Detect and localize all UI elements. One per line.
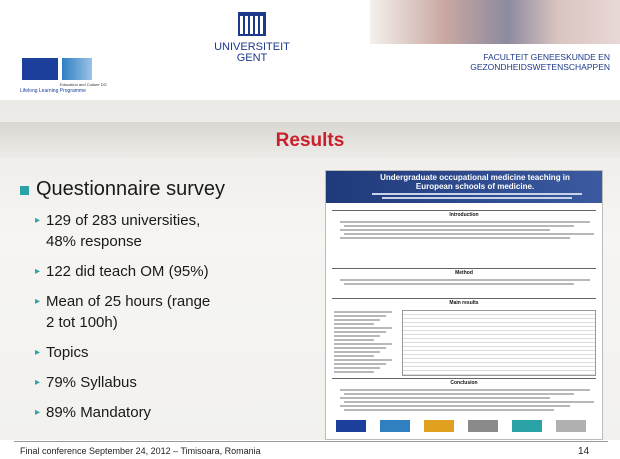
poster-logo <box>468 420 498 432</box>
poster-text <box>344 409 554 411</box>
poster-text <box>334 347 386 349</box>
sub-bullet: Topics <box>46 344 89 361</box>
sub-bullet-marker: ▸ <box>35 215 40 226</box>
poster-text <box>334 339 374 341</box>
sub-bullet: 79% Syllabus <box>46 374 137 391</box>
poster-logo <box>512 420 542 432</box>
poster-text <box>344 283 574 285</box>
poster-title-line: European schools of medicine. <box>360 182 590 191</box>
poster-text <box>334 311 392 313</box>
poster-text <box>334 343 392 345</box>
programme-text: Lifelong Learning Programme <box>20 88 86 94</box>
poster-heading: Method <box>330 270 598 276</box>
poster-logo <box>556 420 586 432</box>
programme-text: Education and Culture DG <box>60 82 107 87</box>
bullet: Questionnaire survey <box>36 178 225 201</box>
sub-bullet-marker: ▸ <box>35 377 40 388</box>
poster-text <box>334 335 380 337</box>
poster-text <box>340 397 550 399</box>
poster-title: Undergraduate occupational medicine teac… <box>360 173 590 191</box>
sub-bullet: 129 of 283 universities, <box>46 212 200 229</box>
page-number: 14 <box>578 446 589 457</box>
university-line: GENT <box>210 53 294 64</box>
poster-text <box>334 315 386 317</box>
poster-text <box>344 225 574 227</box>
poster-text <box>334 363 386 365</box>
faculty-line: GEZONDHEIDSWETENSCHAPPEN <box>420 62 610 72</box>
poster-text <box>344 393 574 395</box>
poster-text <box>340 229 550 231</box>
poster-text <box>334 331 386 333</box>
poster-title-line: Undergraduate occupational medicine teac… <box>360 173 590 182</box>
poster-text <box>334 359 392 361</box>
poster-text <box>340 405 570 407</box>
poster-text <box>334 355 374 357</box>
poster-logo <box>380 420 410 432</box>
university-name: UNIVERSITEIT GENT <box>210 42 294 64</box>
sub-bullet: Mean of 25 hours (range <box>46 293 210 310</box>
poster-authors <box>372 193 582 195</box>
poster-rule <box>332 298 596 299</box>
poster-table <box>402 310 596 376</box>
eu-flag <box>22 58 58 80</box>
poster-text <box>340 237 570 239</box>
poster-heading: Main results <box>330 300 598 306</box>
photo-banner <box>370 0 620 44</box>
sub-bullet: 48% response <box>46 233 142 250</box>
poster-text <box>334 327 392 329</box>
bullet-marker <box>20 186 29 195</box>
footer-rule <box>14 441 608 442</box>
sub-bullet-marker: ▸ <box>35 296 40 307</box>
faculty-line: FACULTEIT GENEESKUNDE EN <box>420 52 610 62</box>
sub-bullet: 2 tot 100h) <box>46 314 118 331</box>
poster-text <box>334 367 380 369</box>
poster-text <box>334 351 380 353</box>
poster-text <box>344 401 594 403</box>
poster-text <box>334 323 374 325</box>
poster-authors <box>382 197 572 199</box>
slide: Education and Culture DG Lifelong Learni… <box>0 0 620 459</box>
poster-rule <box>332 378 596 379</box>
footer-text: Final conference September 24, 2012 – Ti… <box>20 446 261 456</box>
poster-heading: Conclusion <box>330 380 598 386</box>
sub-bullet: 122 did teach OM (95%) <box>46 263 209 280</box>
sub-bullet-marker: ▸ <box>35 407 40 418</box>
poster-text <box>334 319 380 321</box>
poster-rule <box>332 210 596 211</box>
university-logo <box>238 12 266 36</box>
poster-text <box>340 221 590 223</box>
poster-logo <box>424 420 454 432</box>
poster-text <box>340 279 590 281</box>
sub-bullet-marker: ▸ <box>35 266 40 277</box>
slide-title: Results <box>0 130 620 152</box>
programme-swoosh <box>62 58 92 80</box>
faculty-name: FACULTEIT GENEESKUNDE EN GEZONDHEIDSWETE… <box>420 52 610 72</box>
poster-text <box>334 371 374 373</box>
poster-text <box>344 233 594 235</box>
sub-bullet: 89% Mandatory <box>46 404 151 421</box>
poster-heading: Introduction <box>330 212 598 218</box>
sub-bullet-marker: ▸ <box>35 347 40 358</box>
poster-rule <box>332 268 596 269</box>
poster-logo <box>336 420 366 432</box>
poster-text <box>340 389 590 391</box>
